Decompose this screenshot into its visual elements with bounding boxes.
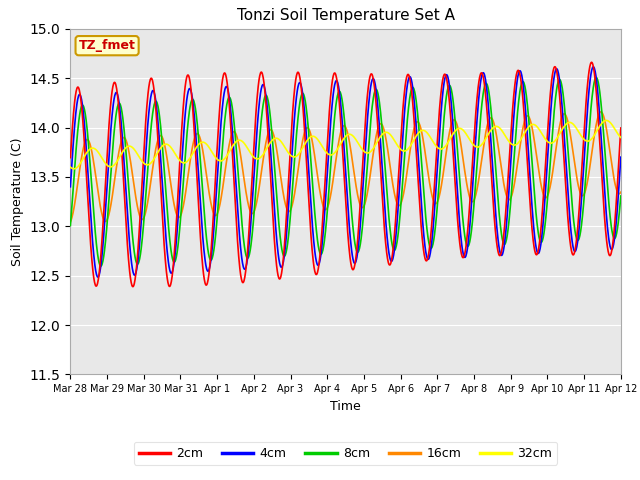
Y-axis label: Soil Temperature (C): Soil Temperature (C) [12, 137, 24, 266]
Text: TZ_fmet: TZ_fmet [79, 39, 136, 52]
Legend: 2cm, 4cm, 8cm, 16cm, 32cm: 2cm, 4cm, 8cm, 16cm, 32cm [134, 442, 557, 465]
X-axis label: Time: Time [330, 400, 361, 413]
Title: Tonzi Soil Temperature Set A: Tonzi Soil Temperature Set A [237, 9, 454, 24]
